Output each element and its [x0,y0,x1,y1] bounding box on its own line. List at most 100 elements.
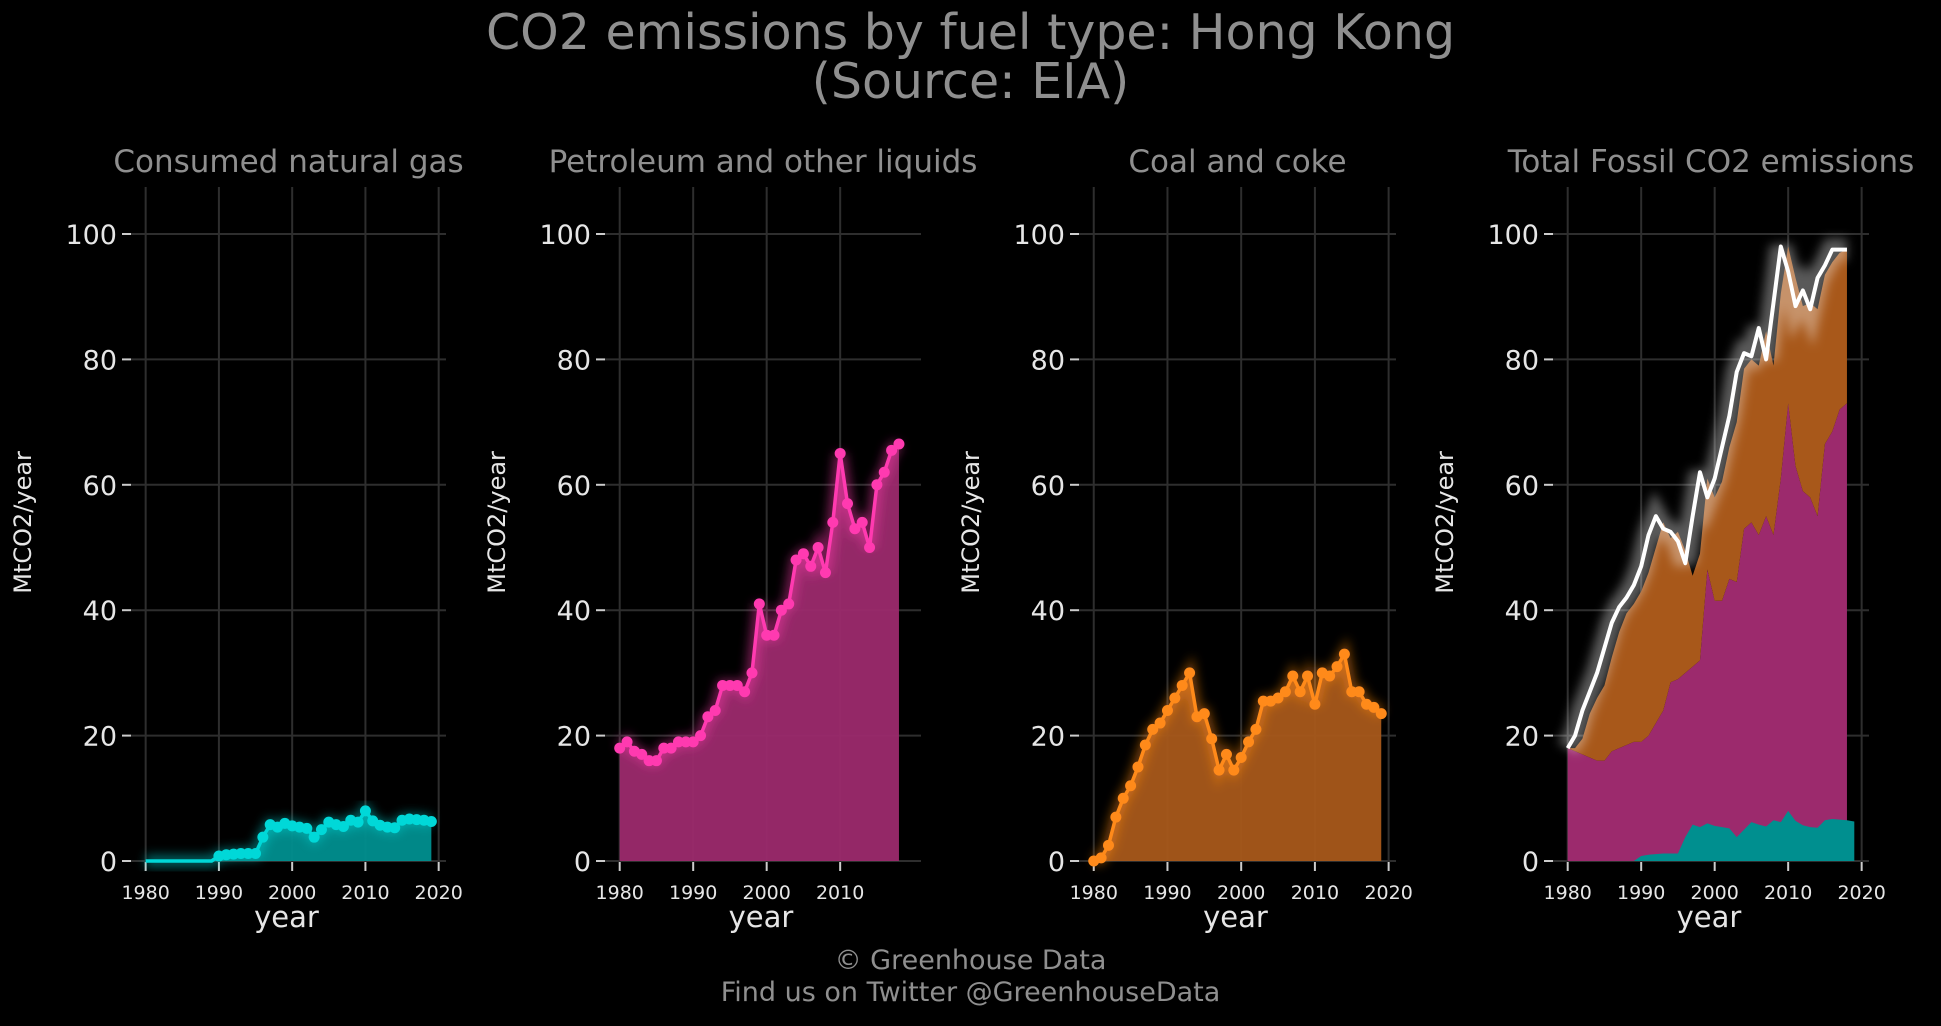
y-tick-label: 40 [1031,596,1065,627]
data-point [1353,686,1365,698]
y-tick-label: 40 [83,596,117,627]
y-tick-label: 60 [1505,471,1539,502]
data-point [871,479,883,491]
total-line [1565,244,1847,750]
x-tick-label: 2000 [1217,882,1265,904]
data-point [805,560,817,572]
data-point [1309,698,1321,710]
data-point [389,822,401,834]
y-tick-label: 100 [65,220,117,251]
x-tick-label: 2020 [1364,882,1412,904]
data-point [709,705,721,717]
data-point [783,598,795,610]
data-point [1338,648,1350,660]
data-point [819,567,831,579]
y-tick-label: 40 [557,596,591,627]
data-point [621,736,633,748]
x-tick-label: 1980 [596,882,644,904]
coal-line [1093,652,1383,863]
y-tick-label: 80 [557,345,591,376]
data-point [250,847,262,859]
panel-title: Total Fossil CO2 emissions [1507,144,1915,180]
panel-natural-gas: Consumed natural gas 0 20 40 60 80 100 1980 1990… [9,144,464,934]
data-point [878,466,890,478]
y-tick-label: 20 [1505,722,1539,753]
data-point [1272,692,1284,704]
data-point [768,629,780,641]
data-point [1375,708,1387,720]
y-tick-label: 60 [83,471,117,502]
chart-title: CO2 emissions by fuel type: Hong Kong (S… [0,8,1941,106]
x-tick-label: 2000 [1690,882,1738,904]
data-point [827,516,839,528]
y-tick-label: 80 [1031,345,1065,376]
data-point [731,679,743,691]
data-point [1250,723,1262,735]
x-axis-title: year [1677,900,1742,934]
x-tick-label: 1990 [1617,882,1665,904]
x-tick-label: 2010 [1291,882,1339,904]
y-axis-title: MtCO2/year [9,451,37,594]
y-tick-label: 20 [1031,722,1065,753]
x-tick-label: 2020 [414,882,462,904]
data-point [842,498,854,510]
y-tick-label: 40 [1505,596,1539,627]
panel-total-fossil: Total Fossil CO2 emissions 0 20 40 60 80 100 19… [1431,144,1914,934]
panel-coal: Coal and coke 0 20 40 60 80 100 1980 1990 2000 201… [957,144,1413,934]
footer-twitter: Find us on Twitter @GreenhouseData [720,977,1221,1008]
x-tick-label: 2010 [1764,882,1812,904]
y-tick-label: 60 [557,471,591,502]
y-axis-title: MtCO2/year [957,451,985,594]
data-point [1132,761,1144,773]
data-point [1184,667,1196,679]
data-point [1198,708,1210,720]
data-point [1213,764,1225,776]
chart-title-line-1: CO2 emissions by fuel type: Hong Kong [485,4,1456,61]
data-point [1331,661,1343,673]
chart-title-line-2: (Source: EIA) [811,53,1130,110]
data-point [308,831,320,843]
data-point [650,755,662,767]
data-point [1176,679,1188,691]
data-point [1206,733,1218,745]
data-point [702,711,714,723]
y-tick-label: 0 [100,847,117,878]
data-point [864,542,876,553]
data-point [856,516,868,528]
y-tick-label: 80 [1505,345,1539,376]
petroleum-stack-area [1567,403,1847,861]
y-tick-label: 80 [83,345,117,376]
data-point [1287,670,1299,682]
y-axis-title: MtCO2/year [1431,451,1459,594]
data-point [1235,752,1247,764]
data-point [315,824,327,836]
x-tick-label: 2010 [816,882,864,904]
data-point [1154,717,1166,729]
data-point [1095,852,1107,864]
y-tick-label: 20 [557,722,591,753]
data-point [849,523,861,535]
data-point [337,821,349,833]
footer-copyright: © Greenhouse Data [834,945,1107,976]
data-point [1324,670,1336,682]
x-tick-label: 2000 [268,882,316,904]
data-point [1220,748,1232,760]
data-point [1294,686,1306,698]
data-point [1147,723,1159,735]
data-point [301,822,313,834]
x-tick-label: 1980 [1070,882,1118,904]
data-point [359,805,371,817]
coal-area [1093,654,1382,861]
data-point [775,604,787,616]
data-point [1117,792,1129,804]
panel-title: Petroleum and other liquids [549,144,978,180]
data-point [746,667,758,679]
x-tick-label: 2000 [742,882,790,904]
data-point [790,554,802,566]
panel-petroleum: Petroleum and other liquids 0 20 40 60 80 100 1… [483,144,977,934]
panel-title: Consumed natural gas [113,144,463,180]
data-point [1243,736,1255,748]
y-tick-label: 20 [83,722,117,753]
data-point [1228,764,1240,776]
